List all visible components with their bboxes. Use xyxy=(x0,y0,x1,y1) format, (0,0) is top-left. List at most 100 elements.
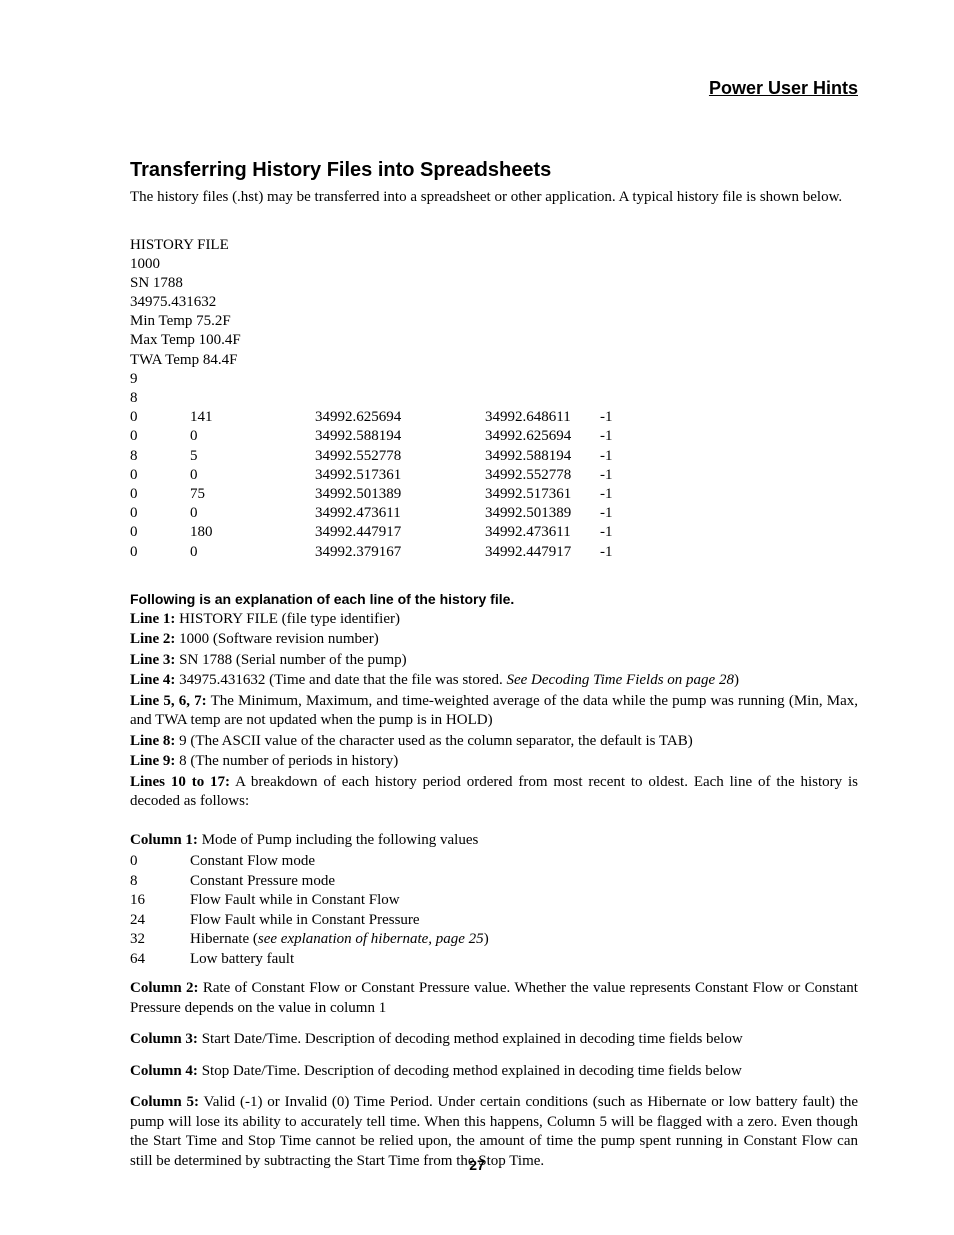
history-cell: 0 xyxy=(130,523,190,542)
mode-code: 64 xyxy=(130,950,190,970)
line-label: Lines 10 to 17: xyxy=(130,774,230,790)
history-head-line: Min Temp 75.2F xyxy=(130,312,858,331)
history-cell: 0 xyxy=(190,427,315,446)
line-text: A breakdown of each history period order… xyxy=(130,774,858,810)
history-data-row: 0034992.47361134992.501389-1 xyxy=(130,504,858,523)
history-data-row: 0034992.37916734992.447917-1 xyxy=(130,543,858,562)
history-cell: 34992.588194 xyxy=(315,427,485,446)
history-cell: -1 xyxy=(600,408,630,427)
line-explanation: Line 4: 34975.431632 (Time and date that… xyxy=(130,671,858,691)
line-label: Line 5, 6, 7: xyxy=(130,693,207,709)
history-cell: 34992.379167 xyxy=(315,543,485,562)
history-data-row: 07534992.50138934992.517361-1 xyxy=(130,485,858,504)
line-text: 9 (The ASCII value of the character used… xyxy=(175,733,692,749)
mode-desc: Constant Flow mode xyxy=(190,852,858,872)
mode-code: 32 xyxy=(130,930,190,950)
history-cell: 0 xyxy=(190,466,315,485)
column-4-block: Column 4: Stop Date/Time. Description of… xyxy=(130,1062,858,1082)
page-header: Power User Hints xyxy=(130,78,858,99)
line-explanation: Line 5, 6, 7: The Minimum, Maximum, and … xyxy=(130,692,858,731)
mode-code: 16 xyxy=(130,891,190,911)
history-head-line: 34975.431632 xyxy=(130,293,858,312)
column-1-label: Column 1: xyxy=(130,832,198,848)
line-explanation: Line 2: 1000 (Software revision number) xyxy=(130,630,858,650)
mode-row: 0Constant Flow mode xyxy=(130,852,858,872)
line-text: HISTORY FILE (file type identifier) xyxy=(175,611,400,627)
history-data-row: 0034992.58819434992.625694-1 xyxy=(130,427,858,446)
column-3-block: Column 3: Start Date/Time. Description o… xyxy=(130,1030,858,1050)
history-cell: 34992.625694 xyxy=(485,427,600,446)
line-label: Line 1: xyxy=(130,611,175,627)
line-text: SN 1788 (Serial number of the pump) xyxy=(175,652,406,668)
history-cell: 34992.501389 xyxy=(315,485,485,504)
line-explanation: Line 8: 9 (The ASCII value of the charac… xyxy=(130,732,858,752)
column-4-label: Column 4: xyxy=(130,1063,198,1079)
history-head-line: HISTORY FILE xyxy=(130,236,858,255)
mode-table: 0Constant Flow mode8Constant Pressure mo… xyxy=(130,852,858,969)
history-cell: 0 xyxy=(130,504,190,523)
history-data-row: 018034992.44791734992.473611-1 xyxy=(130,523,858,542)
line-text: 8 (The number of periods in history) xyxy=(175,753,398,769)
history-cell: 0 xyxy=(130,485,190,504)
mode-code: 8 xyxy=(130,872,190,892)
history-cell: 0 xyxy=(130,466,190,485)
mode-desc: Flow Fault while in Constant Pressure xyxy=(190,911,858,931)
history-head-line: 8 xyxy=(130,389,858,408)
history-file-listing: HISTORY FILE1000SN 178834975.431632Min T… xyxy=(130,236,858,562)
column-1-heading: Column 1: Mode of Pump including the fol… xyxy=(130,831,858,851)
history-cell: 34992.501389 xyxy=(485,504,600,523)
history-cell: 180 xyxy=(190,523,315,542)
history-cell: 75 xyxy=(190,485,315,504)
column-1-block: Column 1: Mode of Pump including the fol… xyxy=(130,831,858,970)
page-number: 27 xyxy=(0,1157,954,1173)
history-head-line: 9 xyxy=(130,370,858,389)
mode-desc: Low battery fault xyxy=(190,950,858,970)
history-cell: 34992.648611 xyxy=(485,408,600,427)
mode-desc: Constant Pressure mode xyxy=(190,872,858,892)
mode-code: 0 xyxy=(130,852,190,872)
line-explanation: Line 9: 8 (The number of periods in hist… xyxy=(130,752,858,772)
column-1-text: Mode of Pump including the following val… xyxy=(198,832,478,848)
history-cell: -1 xyxy=(600,523,630,542)
line-text: 1000 (Software revision number) xyxy=(175,631,378,647)
section-title: Transferring History Files into Spreadsh… xyxy=(130,159,858,182)
line-explanations: Line 1: HISTORY FILE (file type identifi… xyxy=(130,610,858,812)
history-cell: -1 xyxy=(600,466,630,485)
column-3-label: Column 3: xyxy=(130,1031,198,1047)
line-text-italic: See Decoding Time Fields on page 28 xyxy=(506,672,733,688)
history-head-line: TWA Temp 84.4F xyxy=(130,351,858,370)
line-label: Line 3: xyxy=(130,652,175,668)
history-cell: 34992.473611 xyxy=(315,504,485,523)
mode-row: 8Constant Pressure mode xyxy=(130,872,858,892)
history-cell: 0 xyxy=(190,504,315,523)
column-3-text: Start Date/Time. Description of decoding… xyxy=(198,1031,743,1047)
history-cell: 5 xyxy=(190,447,315,466)
line-text: The Minimum, Maximum, and time-weighted … xyxy=(130,693,858,729)
history-head-line: SN 1788 xyxy=(130,274,858,293)
line-explanation: Lines 10 to 17: A breakdown of each hist… xyxy=(130,773,858,812)
history-cell: 34992.517361 xyxy=(485,485,600,504)
line-label: Line 2: xyxy=(130,631,175,647)
column-5-label: Column 5: xyxy=(130,1094,199,1110)
history-cell: 0 xyxy=(130,543,190,562)
history-cell: -1 xyxy=(600,427,630,446)
line-text-post: ) xyxy=(734,672,739,688)
column-4-text: Stop Date/Time. Description of decoding … xyxy=(198,1063,742,1079)
history-head-line: 1000 xyxy=(130,255,858,274)
history-cell: 34992.625694 xyxy=(315,408,485,427)
mode-code: 24 xyxy=(130,911,190,931)
line-label: Line 9: xyxy=(130,753,175,769)
history-cell: -1 xyxy=(600,543,630,562)
explanation-heading: Following is an explanation of each line… xyxy=(130,590,858,608)
mode-row: 24Flow Fault while in Constant Pressure xyxy=(130,911,858,931)
line-label: Line 8: xyxy=(130,733,175,749)
history-cell: 34992.588194 xyxy=(485,447,600,466)
history-cell: 34992.447917 xyxy=(315,523,485,542)
history-data-row: 014134992.62569434992.648611-1 xyxy=(130,408,858,427)
mode-desc: Hibernate (see explanation of hibernate,… xyxy=(190,930,858,950)
intro-paragraph: The history files (.hst) may be transfer… xyxy=(130,188,858,208)
history-cell: -1 xyxy=(600,485,630,504)
history-cell: 34992.517361 xyxy=(315,466,485,485)
history-cell: 34992.552778 xyxy=(485,466,600,485)
column-2-block: Column 2: Rate of Constant Flow or Const… xyxy=(130,979,858,1018)
